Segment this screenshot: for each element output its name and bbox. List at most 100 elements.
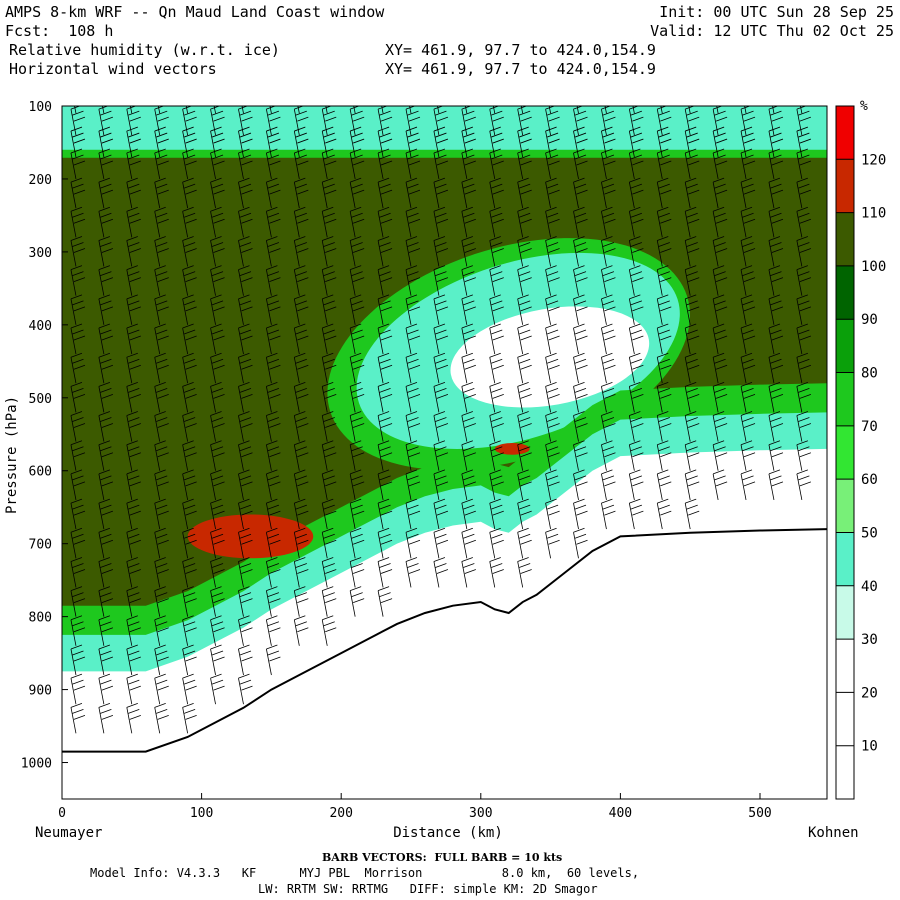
wind-barb bbox=[74, 106, 77, 114]
y-tick-label: 400 bbox=[29, 319, 52, 334]
wind-barb bbox=[321, 469, 337, 500]
wind-barb bbox=[70, 148, 86, 180]
wind-barb bbox=[684, 382, 700, 413]
wind-barb bbox=[182, 265, 197, 296]
wind-barb bbox=[154, 323, 169, 355]
rh-supersaturation-patch-2 bbox=[494, 443, 530, 455]
wind-barb bbox=[573, 469, 588, 500]
wind-barb bbox=[684, 352, 700, 384]
wind-barb bbox=[377, 586, 393, 617]
wind-barb bbox=[601, 498, 616, 530]
wind-barb bbox=[684, 126, 700, 158]
wind-barb bbox=[684, 148, 700, 180]
wind-barb bbox=[377, 527, 393, 559]
x-end-label: Kohnen bbox=[808, 825, 859, 841]
wind-barb bbox=[293, 411, 309, 442]
wind-barb bbox=[266, 265, 281, 296]
wind-barb bbox=[740, 411, 756, 442]
wind-barb bbox=[157, 106, 161, 114]
wind-barb bbox=[768, 177, 784, 209]
wind-barb bbox=[349, 323, 365, 355]
wind-barb bbox=[266, 352, 281, 384]
wind-barb bbox=[210, 440, 225, 471]
wind-barb bbox=[182, 586, 197, 617]
x-tick-label: 400 bbox=[609, 806, 632, 821]
y-axis-label: Pressure (hPa) bbox=[4, 396, 20, 514]
wind-barb bbox=[796, 236, 812, 267]
wind-barb bbox=[489, 177, 504, 209]
y-tick-label: 100 bbox=[29, 100, 52, 115]
y-tick-label: 600 bbox=[29, 465, 52, 480]
wind-barb bbox=[517, 177, 532, 209]
wind-barb bbox=[489, 527, 504, 559]
wind-barb bbox=[238, 644, 253, 676]
wind-barb bbox=[740, 206, 756, 238]
wind-barb bbox=[293, 527, 309, 559]
wind-barb bbox=[660, 106, 663, 114]
rh-supersaturation-patch-1 bbox=[187, 514, 314, 559]
wind-barb bbox=[768, 323, 784, 355]
wind-barb bbox=[489, 411, 504, 442]
wind-barb bbox=[182, 148, 197, 180]
wind-barb bbox=[684, 469, 700, 500]
colorbar-swatch bbox=[836, 372, 854, 426]
wind-barb bbox=[154, 294, 169, 325]
wind-barb bbox=[433, 106, 449, 136]
wind-barb bbox=[210, 469, 225, 500]
wind-barb bbox=[70, 206, 86, 238]
wind-barb bbox=[740, 236, 756, 267]
wind-barb bbox=[489, 265, 504, 296]
wind-barb bbox=[182, 469, 197, 500]
wind-barb bbox=[796, 323, 812, 355]
wind-barb bbox=[461, 148, 476, 180]
wind-barb bbox=[433, 411, 449, 442]
wind-barb bbox=[656, 236, 672, 267]
wind-barb bbox=[740, 352, 756, 384]
wind-barb bbox=[656, 294, 672, 325]
wind-barb bbox=[293, 236, 309, 267]
wind-barb bbox=[768, 294, 784, 325]
wind-barb bbox=[461, 106, 476, 136]
wind-barb bbox=[349, 106, 365, 136]
wind-barb bbox=[684, 236, 700, 267]
x-tick-label: 100 bbox=[190, 806, 213, 821]
wind-barb bbox=[126, 294, 141, 325]
wind-barb bbox=[98, 382, 114, 413]
wind-barb bbox=[628, 294, 644, 325]
wind-barb bbox=[684, 206, 700, 238]
wind-barb bbox=[266, 126, 281, 158]
wind-barb bbox=[405, 206, 421, 238]
wind-barb bbox=[70, 440, 86, 471]
wind-barb bbox=[182, 557, 197, 588]
wind-barb bbox=[489, 469, 504, 500]
wind-barb bbox=[349, 148, 365, 180]
colorbar-tick-label: 80 bbox=[861, 366, 878, 382]
wind-barb bbox=[489, 106, 504, 136]
wind-barb bbox=[70, 615, 86, 646]
wind-barb bbox=[768, 265, 784, 296]
wind-barb bbox=[210, 265, 225, 296]
wind-barb bbox=[293, 106, 309, 136]
wind-barb bbox=[461, 294, 476, 325]
wind-barb bbox=[712, 411, 728, 442]
wind-barb bbox=[269, 106, 272, 114]
colorbar-tick-label: 60 bbox=[861, 472, 878, 488]
wind-barb bbox=[349, 440, 365, 471]
wind-barb bbox=[238, 382, 253, 413]
wind-barb bbox=[437, 106, 440, 114]
wind-barb bbox=[266, 206, 281, 238]
wind-barb bbox=[182, 177, 197, 209]
wind-barb bbox=[433, 294, 449, 325]
wind-barb bbox=[377, 411, 393, 442]
wind-barb bbox=[409, 106, 412, 114]
wind-barb bbox=[126, 644, 141, 676]
chart-title: AMPS 8-km WRF -- Qn Maud Land Coast wind… bbox=[5, 3, 385, 21]
wind-barb bbox=[182, 702, 197, 734]
wind-barb bbox=[126, 323, 141, 355]
wind-barb bbox=[70, 294, 86, 325]
wind-barb bbox=[70, 126, 86, 158]
wind-barb bbox=[182, 644, 197, 676]
wind-barb bbox=[238, 557, 253, 588]
wind-barb bbox=[154, 177, 169, 209]
wind-barb bbox=[656, 148, 672, 180]
